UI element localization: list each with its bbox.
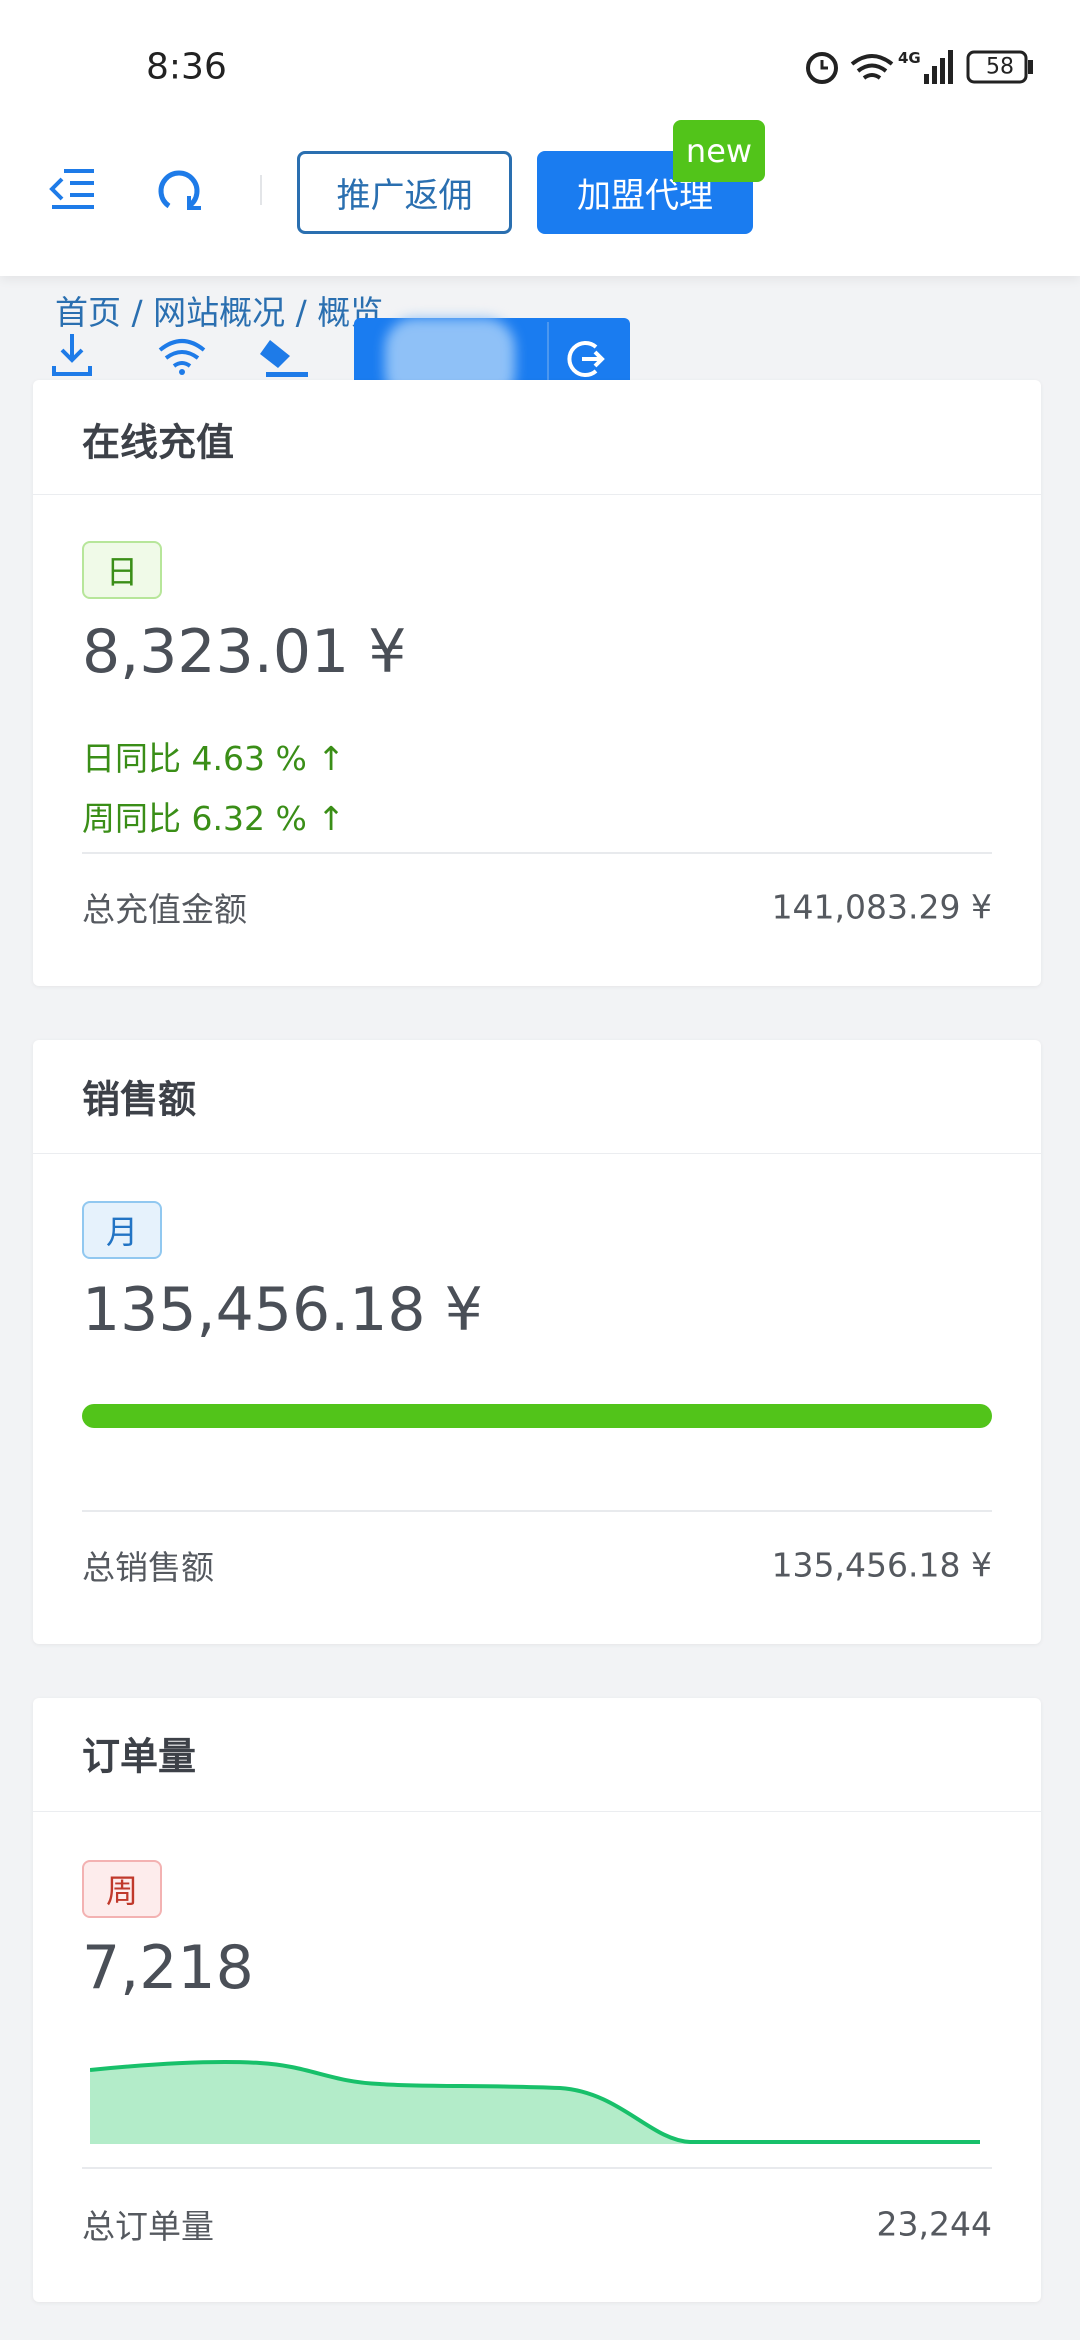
agent-button[interactable]: 加盟代理 bbox=[537, 151, 753, 234]
card-title: 销售额 bbox=[82, 1077, 197, 1122]
footer-value: 141,083.29 ¥ bbox=[771, 887, 992, 927]
card-title: 订单量 bbox=[82, 1734, 197, 1779]
period-tag: 日 bbox=[82, 541, 162, 599]
breadcrumb-separator: / bbox=[131, 293, 143, 332]
menu-toggle[interactable] bbox=[48, 165, 96, 213]
network-type: 4G bbox=[898, 49, 921, 67]
status-time: 8:36 bbox=[146, 46, 227, 88]
card-value: 8,323.01 ¥ bbox=[82, 617, 407, 687]
battery-level: 58 bbox=[986, 54, 1014, 80]
footer-label: 总销售额 bbox=[82, 1548, 214, 1587]
divider bbox=[82, 1510, 992, 1512]
breadcrumb-item[interactable]: 首页 bbox=[55, 293, 121, 332]
breadcrumb: 首页 / 网站概况 / 概览 bbox=[55, 286, 383, 334]
card bbox=[33, 1698, 1041, 2302]
comparison: 日同比 4.63 % ↑ bbox=[82, 739, 345, 778]
status-icons bbox=[806, 50, 1033, 84]
separator bbox=[547, 322, 549, 397]
period-tag: 月 bbox=[82, 1201, 162, 1259]
footer-label: 总订单量 bbox=[82, 2207, 214, 2246]
card bbox=[33, 380, 1041, 986]
card-title: 在线充值 bbox=[82, 420, 235, 465]
period-tag: 周 bbox=[82, 1860, 162, 1918]
card-value: 135,456.18 ¥ bbox=[82, 1275, 483, 1345]
footer-label: 总充值金额 bbox=[82, 890, 247, 929]
separator bbox=[260, 175, 262, 205]
toolbar-icons[interactable] bbox=[50, 332, 320, 380]
logout-button[interactable] bbox=[566, 339, 606, 379]
breadcrumb-item[interactable]: 网站概况 bbox=[153, 293, 286, 332]
divider bbox=[82, 2167, 992, 2169]
comparison: 周同比 6.32 % ↑ bbox=[82, 799, 345, 838]
card-value: 7,218 bbox=[82, 1933, 254, 2003]
refresh-button[interactable] bbox=[155, 166, 203, 214]
new-badge: new bbox=[673, 120, 765, 182]
breadcrumb-separator: / bbox=[295, 293, 307, 332]
card bbox=[33, 1040, 1041, 1644]
progress-bar bbox=[82, 1404, 992, 1428]
top-bar bbox=[0, 0, 1080, 276]
promo-button[interactable]: 推广返佣 bbox=[297, 151, 512, 234]
sparkline bbox=[90, 2059, 980, 2144]
divider bbox=[82, 852, 992, 854]
footer-value: 23,244 bbox=[876, 2204, 992, 2244]
footer-value: 135,456.18 ¥ bbox=[771, 1545, 992, 1585]
